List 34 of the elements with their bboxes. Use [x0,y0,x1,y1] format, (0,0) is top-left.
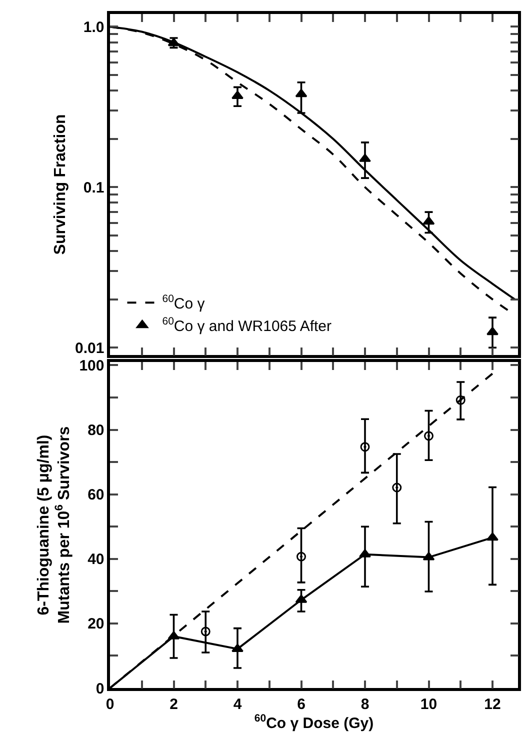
y-tick-label: 0.01 [75,340,104,357]
point [200,626,210,636]
legend-label: $^{60}$Co γ and WR1065 After [162,316,332,335]
legend-label: $^{60}$Co γ [162,293,206,312]
x-tick-label: 10 [420,696,438,713]
y-tick-label: 1.0 [83,18,104,36]
y-tick-label: 40 [88,551,104,568]
x-tick-label: 4 [233,696,242,713]
y-axis-title: Surviving Fraction [52,114,69,255]
x-tick-label: 12 [484,696,501,713]
x-tick-label: 2 [170,696,178,713]
y-tick-label: 20 [88,616,104,633]
point [392,482,402,492]
point [424,431,434,441]
point [359,549,371,558]
point [232,90,244,99]
point [486,326,498,336]
point [232,644,244,652]
x-axis-title: $^{60}$Co γ Dose (Gy) [254,712,374,732]
point [422,216,435,225]
point [168,38,180,46]
y-tick-label: 100 [79,357,104,374]
x-tick-label: 8 [360,696,370,713]
point [360,442,370,452]
point [359,154,371,162]
point [456,395,466,405]
y-tick-label: 0 [96,680,104,698]
point [296,552,306,562]
point [486,532,498,541]
x-tick-label: 6 [297,696,306,713]
point [295,88,308,98]
y-tick-label: 60 [88,486,104,504]
y-tick-label: 80 [88,422,104,440]
y-tick-label: 0.1 [83,179,104,196]
